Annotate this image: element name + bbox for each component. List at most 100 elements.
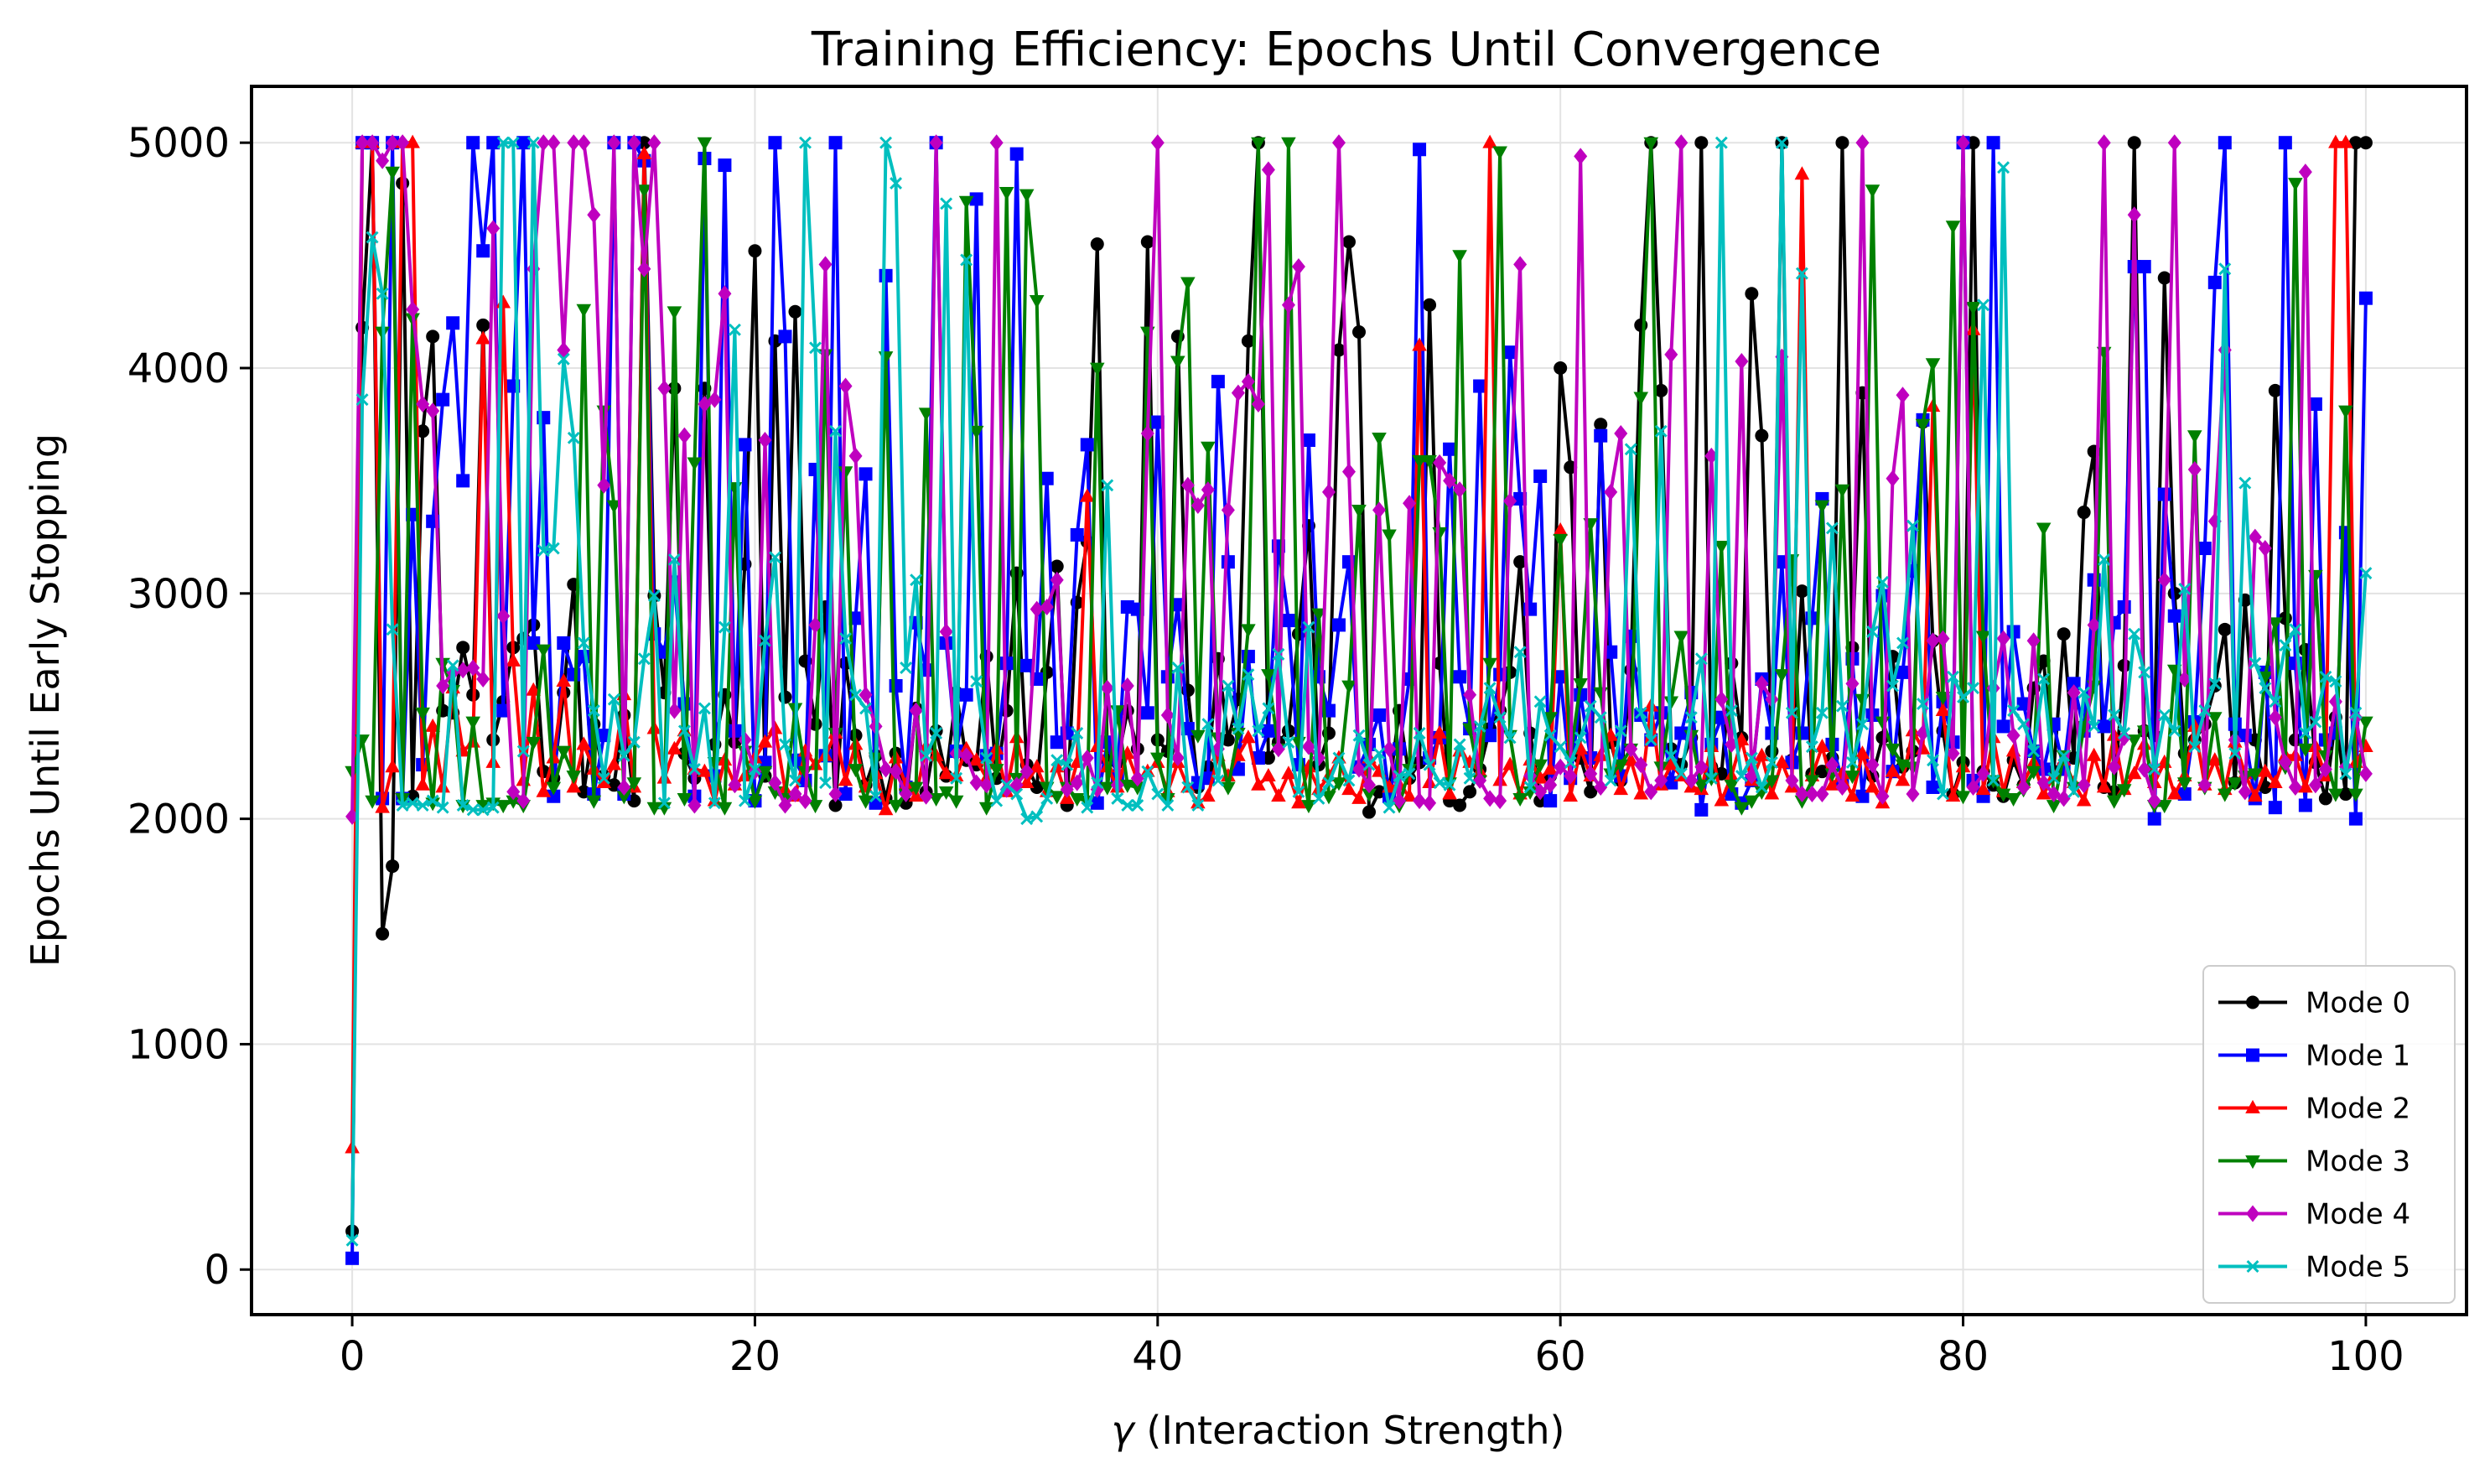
data-point-mode-5 — [1413, 727, 1426, 739]
data-point-mode-0 — [2157, 271, 2171, 285]
data-point-mode-1 — [969, 192, 983, 206]
x-marker-stroke — [1725, 704, 1738, 718]
data-point-mode-2 — [2036, 786, 2052, 800]
data-point-mode-4 — [1180, 476, 1195, 494]
data-point-mode-5 — [456, 799, 469, 812]
data-point-mode-2 — [566, 779, 582, 793]
x-marker-stroke — [1262, 702, 1275, 715]
x-marker-stroke — [1967, 682, 1980, 695]
data-point-mode-5 — [366, 231, 379, 244]
data-point-mode-5 — [2208, 677, 2222, 690]
data-point-mode-4 — [1896, 387, 1910, 404]
x-marker-stroke — [1151, 787, 1165, 801]
data-point-mode-3 — [1432, 527, 1447, 541]
data-point-mode-4 — [396, 134, 410, 152]
legend-item-mode-5: Mode 5 — [2218, 1251, 2410, 1284]
x-marker-stroke — [1745, 751, 1758, 765]
x-marker-stroke — [2238, 476, 2252, 490]
data-point-mode-5 — [910, 573, 923, 587]
data-point-mode-4 — [2197, 776, 2212, 794]
x-marker-stroke — [506, 136, 520, 149]
data-point-mode-4 — [1795, 786, 1809, 803]
data-point-mode-2 — [1442, 786, 1457, 800]
data-point-mode-4 — [1140, 424, 1154, 442]
data-point-mode-3 — [1191, 729, 1206, 744]
x-marker-stroke — [1927, 754, 1939, 767]
x-marker-stroke — [1040, 791, 1054, 805]
data-point-mode-1 — [2147, 812, 2161, 826]
data-point-mode-5 — [1473, 719, 1486, 733]
data-point-mode-5 — [2128, 627, 2141, 641]
data-point-mode-0 — [376, 926, 390, 941]
x-marker-stroke — [708, 796, 721, 810]
y-tick-label: 0 — [204, 1247, 230, 1294]
data-point-mode-5 — [1543, 729, 1557, 742]
data-point-mode-5 — [1101, 479, 1114, 492]
data-point-mode-4 — [1241, 373, 1255, 391]
data-point-mode-4 — [1341, 463, 1356, 480]
x-marker-stroke — [910, 573, 923, 587]
series-mode-5 — [345, 136, 2373, 1247]
x-marker-stroke — [426, 794, 439, 807]
data-point-mode-2 — [1553, 521, 1568, 536]
x-marker-stroke — [2198, 704, 2212, 718]
data-point-mode-3 — [1925, 358, 1941, 372]
data-point-mode-0 — [1423, 298, 1437, 312]
data-point-mode-4 — [1755, 675, 1769, 693]
data-point-mode-3 — [677, 793, 693, 807]
x-marker-stroke — [930, 727, 943, 739]
data-point-mode-0 — [1654, 383, 1668, 397]
series-layer — [345, 134, 2373, 1265]
y-tick-label: 5000 — [127, 120, 230, 167]
data-point-mode-5 — [2037, 672, 2051, 686]
data-point-mode-5 — [2359, 567, 2373, 580]
x-marker-stroke — [1443, 778, 1456, 791]
data-point-mode-4 — [1393, 792, 1407, 810]
x-marker-stroke — [1211, 774, 1225, 787]
data-point-mode-5 — [1493, 711, 1507, 724]
data-point-mode-5 — [567, 431, 580, 444]
data-point-mode-2 — [1613, 781, 1629, 796]
data-point-mode-5 — [1161, 799, 1175, 812]
series-mode-4 — [345, 134, 2373, 825]
x-marker-stroke — [1453, 738, 1466, 751]
data-point-mode-5 — [1362, 758, 1376, 771]
data-point-mode-4 — [486, 220, 501, 237]
data-point-mode-3 — [1724, 779, 1740, 793]
data-point-mode-3 — [2106, 795, 2122, 809]
data-point-mode-3 — [2116, 784, 2132, 798]
data-point-mode-4 — [969, 774, 983, 791]
data-point-mode-1 — [1372, 708, 1387, 722]
x-tick-label: 0 — [340, 1333, 366, 1380]
data-point-mode-4 — [1291, 258, 1305, 276]
data-point-mode-5 — [2158, 708, 2171, 722]
data-point-mode-3 — [465, 716, 480, 730]
x-marker-stroke — [1161, 799, 1175, 812]
data-point-mode-2 — [1251, 776, 1266, 791]
data-point-mode-4 — [1030, 600, 1044, 618]
data-point-mode-3 — [1311, 608, 1326, 622]
data-point-mode-3 — [445, 685, 460, 699]
data-point-mode-1 — [2218, 136, 2232, 150]
data-point-mode-2 — [375, 799, 390, 813]
data-point-mode-3 — [1492, 146, 1507, 160]
data-point-mode-4 — [1201, 481, 1215, 499]
data-point-mode-5 — [1967, 682, 1980, 695]
x-marker-stroke — [1393, 770, 1406, 783]
data-point-mode-5 — [506, 136, 520, 149]
data-point-mode-0 — [607, 778, 621, 792]
data-point-mode-1 — [879, 268, 893, 283]
data-point-mode-4 — [436, 677, 450, 695]
data-point-mode-4 — [376, 152, 390, 169]
x-marker-stroke — [1795, 267, 1808, 280]
data-point-mode-2 — [1885, 763, 1901, 777]
x-marker-stroke — [627, 735, 641, 749]
data-point-mode-5 — [1554, 740, 1567, 754]
data-point-mode-0 — [1362, 805, 1377, 819]
data-point-mode-1 — [466, 136, 480, 150]
data-point-mode-3 — [1844, 771, 1860, 785]
data-point-mode-5 — [2259, 682, 2272, 695]
data-point-mode-4 — [989, 134, 1004, 152]
x-marker-stroke — [980, 751, 993, 765]
data-point-mode-5 — [1937, 787, 1949, 801]
